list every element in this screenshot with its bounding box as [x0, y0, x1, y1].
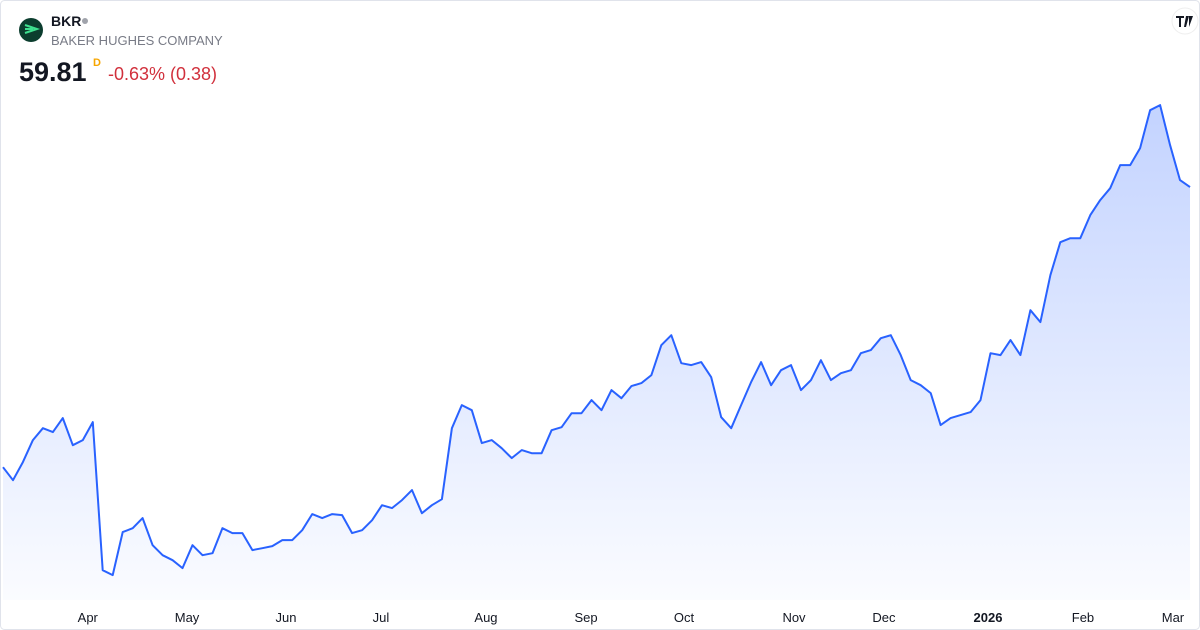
- change: -0.63% (0.38): [108, 64, 217, 84]
- price: 59.81: [19, 57, 87, 87]
- x-tick-label: Oct: [674, 610, 695, 625]
- area: [3, 105, 1190, 600]
- x-tick-label: Nov: [782, 610, 806, 625]
- x-tick-label: Sep: [574, 610, 597, 625]
- x-tick-label: 2026: [974, 610, 1003, 625]
- x-tick-label: Feb: [1072, 610, 1094, 625]
- x-tick-label: Mar: [1162, 610, 1185, 625]
- x-tick-label: Aug: [474, 610, 497, 625]
- line: [2, 104, 1191, 577]
- x-tick-label: Jun: [276, 610, 297, 625]
- x-tick-label: May: [175, 610, 200, 625]
- tv-badge[interactable]: [1171, 7, 1199, 35]
- interval: D: [93, 57, 101, 69]
- tv-logo: [1176, 16, 1193, 27]
- logo-mark: [24, 24, 41, 34]
- symbol: BKR: [51, 13, 81, 29]
- x-tick-label: Dec: [872, 610, 896, 625]
- x-tick-label: Jul: [373, 610, 390, 625]
- x-tick-label: Apr: [78, 610, 99, 625]
- company: BAKER HUGHES COMPANY: [51, 33, 223, 48]
- status-dot: [82, 18, 88, 24]
